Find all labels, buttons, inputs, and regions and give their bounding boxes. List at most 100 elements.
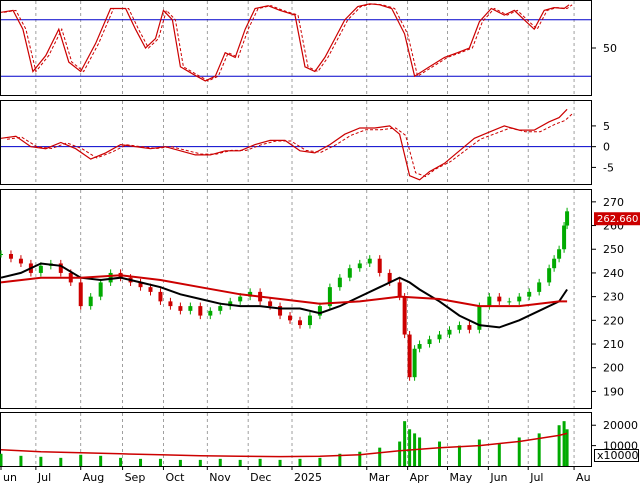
stochastic-signal-line: [3, 3, 573, 82]
candle-body: [288, 315, 293, 321]
candle-body: [168, 301, 173, 307]
candle-body: [327, 287, 332, 307]
last-price-label: 262.660: [597, 214, 638, 225]
candle-body: [407, 334, 412, 378]
candle-body: [467, 325, 472, 330]
candle-body: [417, 344, 422, 349]
month-label: Jun: [489, 471, 507, 484]
candle-body: [565, 211, 570, 226]
candle-body: [248, 291, 253, 297]
volume-bar: [497, 443, 501, 466]
volume-bar: [403, 421, 407, 466]
ma-fast-line: [0, 262, 568, 329]
candle-body: [412, 348, 417, 378]
volume-bar: [198, 459, 202, 466]
candle-body: [447, 329, 452, 335]
volume-bar: [408, 429, 412, 466]
candle-body: [547, 268, 552, 283]
month-label: 2025: [294, 471, 322, 484]
volume-bar: [378, 447, 382, 466]
price-y-label: 210: [603, 338, 624, 351]
month-label: Apr: [410, 471, 430, 484]
x-axis: un Jul Aug Sep Oct Nov Dec 2025 Mar Apr May Jun Jul A…: [0, 466, 592, 484]
candle-body: [487, 296, 492, 307]
candle-body: [557, 249, 562, 259]
candle-body: [278, 306, 283, 316]
price-y-label: 220: [603, 314, 624, 327]
candle-body: [148, 287, 153, 292]
candle-body: [268, 301, 273, 307]
candle-body: [427, 339, 432, 345]
oscillator-y-label: 0: [603, 141, 610, 154]
volume-bar: [398, 441, 402, 466]
volume-bar: [0, 453, 3, 466]
stochastic-line: [0, 3, 570, 82]
candle-body: [527, 291, 532, 297]
stochastic-panel: 50: [0, 0, 617, 96]
candle-body: [367, 258, 372, 264]
volume-bar: [178, 459, 182, 466]
volume-bar: [338, 453, 342, 466]
volume-bar: [418, 437, 422, 466]
volume-avg-line: [0, 432, 568, 458]
month-label: Jul: [529, 471, 543, 484]
oscillator-y-label: -5: [603, 161, 614, 174]
candle-body: [138, 282, 143, 288]
candle-body: [552, 258, 557, 269]
price-y-label: 190: [603, 385, 624, 398]
candle-body: [18, 258, 23, 264]
volume-bar: [278, 459, 282, 466]
stochastic-y-label: 50: [603, 42, 617, 55]
month-label: May: [449, 471, 472, 484]
candle-body: [178, 306, 183, 311]
candle-body: [0, 253, 3, 255]
volume-scale-label: x10000: [597, 449, 639, 462]
candle-body: [108, 272, 113, 283]
month-label: Au: [576, 471, 591, 484]
candle-body: [397, 282, 402, 297]
candle-body: [8, 253, 13, 259]
volume-bar: [477, 439, 481, 466]
candle-body: [198, 306, 203, 316]
candle-body: [357, 263, 362, 269]
candle-body: [158, 291, 163, 302]
candle-body: [98, 282, 103, 297]
price-y-label: 200: [603, 362, 624, 375]
candle-body: [38, 265, 43, 273]
volume-bar: [358, 451, 362, 466]
candle-body: [188, 306, 193, 311]
candle-body: [208, 310, 213, 316]
month-label: Aug: [83, 471, 104, 484]
volume-bar: [119, 457, 123, 466]
candle-body: [437, 334, 442, 340]
oscillator-line: [0, 108, 568, 181]
candle-body: [497, 296, 502, 302]
volume-y-label: 20000: [603, 419, 638, 432]
volume-bar: [19, 455, 23, 466]
price-y-label: 230: [603, 291, 624, 304]
candle-body: [58, 263, 63, 273]
candle-body: [457, 325, 462, 330]
scale-label-box: [594, 449, 639, 462]
month-label: Nov: [209, 471, 231, 484]
volume-bar: [562, 421, 566, 466]
volume-bar: [517, 437, 521, 466]
price-y-label: 270: [603, 196, 624, 209]
month-label: Oct: [165, 471, 185, 484]
month-label: Mar: [369, 471, 390, 484]
oscillator-y-label: 5: [603, 120, 610, 133]
candle-body: [307, 315, 312, 326]
price-y-label: 240: [603, 267, 624, 280]
candle-body: [317, 306, 322, 316]
candle-body: [537, 282, 542, 292]
month-label: Jul: [37, 471, 51, 484]
candle-body: [402, 296, 407, 335]
candle-body: [347, 268, 352, 278]
oscillator-panel: 5 0 -5: [0, 100, 614, 185]
candle-body: [238, 296, 243, 302]
candle-body: [562, 225, 567, 250]
volume-bar: [457, 445, 461, 466]
